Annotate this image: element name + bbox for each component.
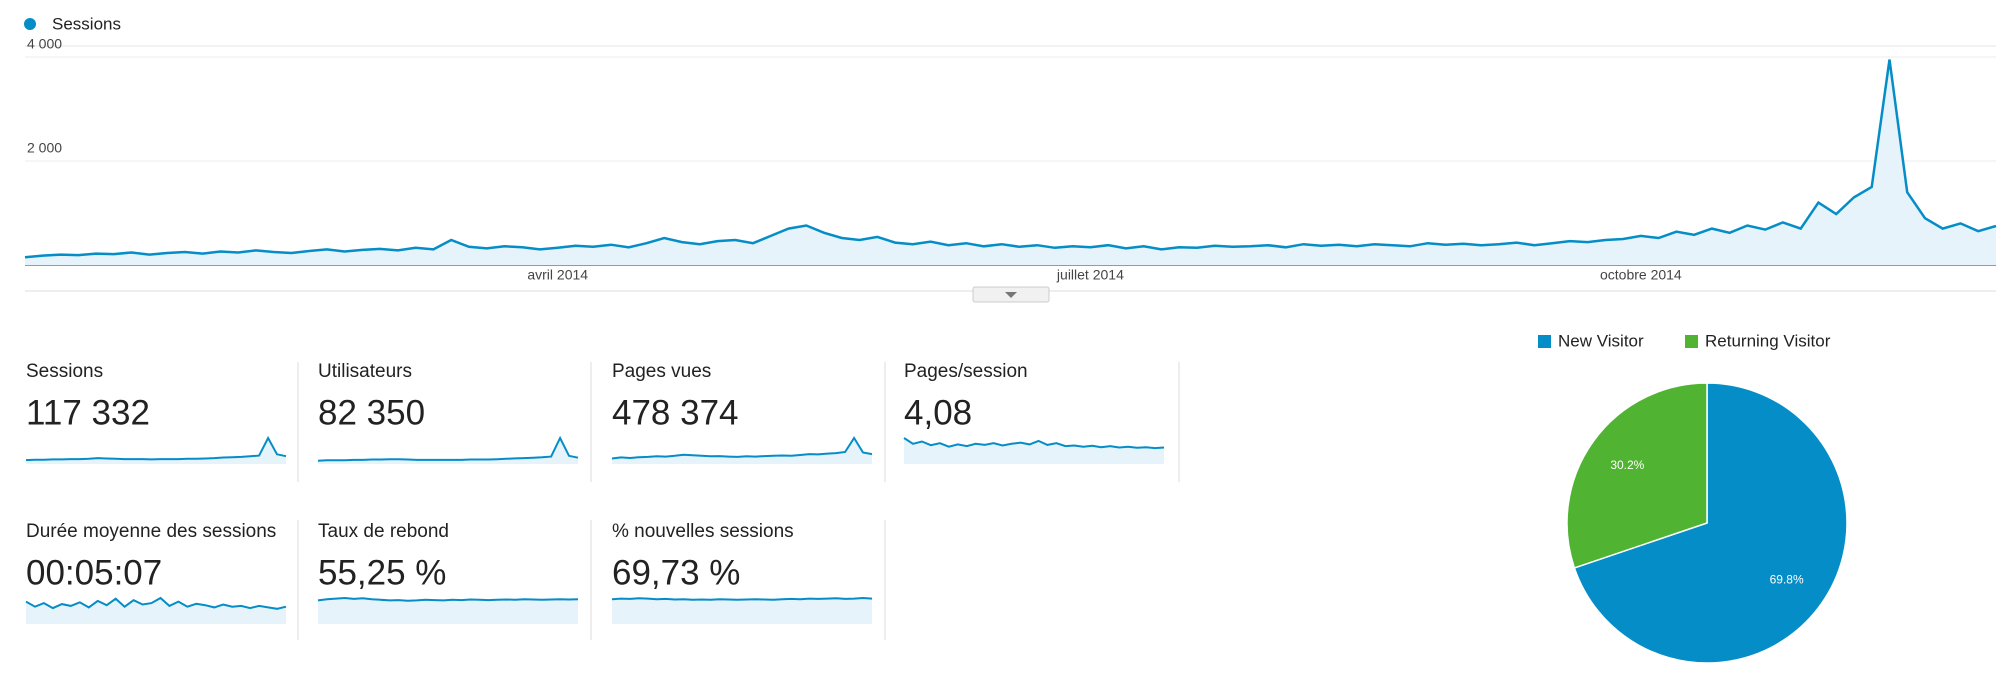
legend-marker [24, 18, 36, 30]
legend-swatch [1538, 335, 1551, 348]
card-label: Pages/session [904, 361, 1028, 382]
y-tick-label: 2 000 [27, 140, 62, 156]
x-tick-label: octobre 2014 [1600, 267, 1682, 283]
legend-label: Returning Visitor [1705, 331, 1831, 350]
card-value: 82 350 [318, 393, 425, 432]
card-value: 00:05:07 [26, 553, 162, 592]
pie-slice [1573, 382, 1848, 664]
card-label: Pages vues [612, 361, 711, 382]
card-label: Sessions [26, 361, 103, 382]
sparkline-area [612, 598, 872, 624]
card-label: Taux de rebond [318, 521, 449, 542]
sparkline-area [612, 438, 872, 464]
card-value: 117 332 [26, 393, 150, 432]
sparkline [611, 436, 873, 460]
expand-arrow[interactable] [1005, 292, 1017, 298]
line [24, 59, 1997, 259]
legend-swatch [1685, 335, 1698, 348]
card-label: Utilisateurs [318, 361, 412, 382]
sparkline-area [26, 598, 286, 624]
card-value: 55,25 % [318, 553, 446, 592]
x-tick-label: avril 2014 [527, 267, 588, 283]
slice-label: 30.2% [1610, 458, 1644, 472]
card-value: 478 374 [612, 393, 739, 432]
area [25, 59, 1996, 265]
sparkline [903, 437, 1165, 450]
legend-label: New Visitor [1558, 331, 1644, 350]
sparkline-area [318, 598, 578, 624]
x-tick-label: juillet 2014 [1056, 267, 1124, 283]
slice-label: 69.8% [1770, 572, 1804, 586]
sparkline-area [26, 438, 286, 464]
card-label: Durée moyenne des sessions [26, 521, 276, 542]
card-value: 4,08 [904, 393, 972, 432]
sparkline [25, 435, 287, 462]
card-label: % nouvelles sessions [612, 521, 794, 542]
card-value: 69,73 % [612, 553, 740, 592]
pie-slice [1566, 382, 1708, 569]
sparkline [317, 596, 579, 602]
legend-label: Sessions [52, 14, 121, 33]
sparkline [25, 596, 287, 610]
sparkline [611, 596, 873, 601]
sparkline [317, 435, 579, 462]
sparkline-area [318, 438, 578, 464]
y-tick-label: 4 000 [27, 36, 62, 52]
sparkline-area [904, 438, 1164, 464]
